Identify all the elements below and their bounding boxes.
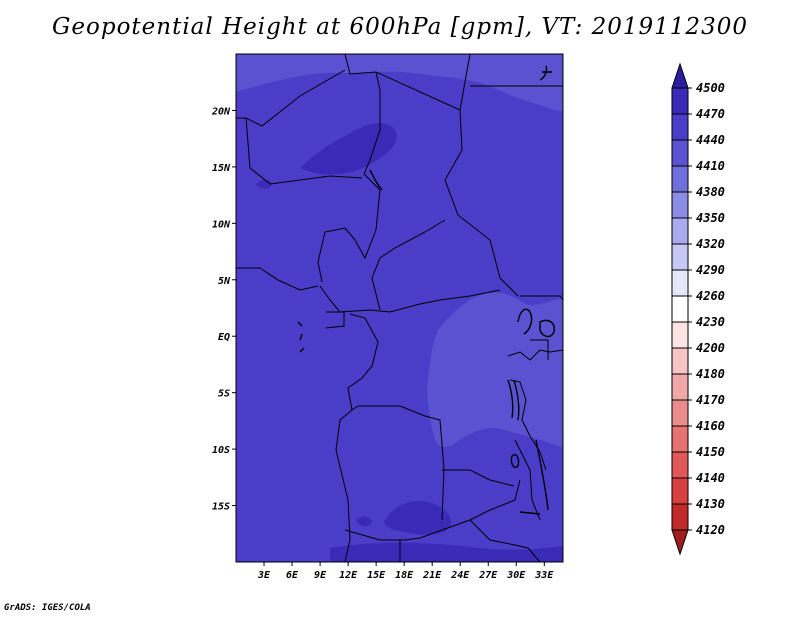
colorbar-segment — [671, 139, 689, 167]
colorbar-label: 4160 — [696, 419, 725, 433]
y-tick-label: 20N — [211, 106, 231, 117]
colorbar-label: 4410 — [696, 159, 725, 173]
colorbar-segment — [671, 321, 689, 349]
colorbar-label: 4150 — [696, 445, 725, 459]
colorbar-label: 4320 — [696, 237, 725, 251]
field-north-band — [236, 54, 563, 112]
colorbar-label: 4140 — [696, 471, 725, 485]
x-tick-label: 18E — [395, 570, 414, 581]
colorbar-segment — [671, 503, 689, 531]
x-tick-label: 9E — [314, 570, 327, 581]
y-tick-label: 10N — [212, 219, 231, 230]
field-south-edge — [330, 542, 563, 562]
x-tick-label: 3E — [257, 570, 271, 581]
colorbar-label: 4290 — [696, 263, 725, 277]
x-tick-label: 6E — [286, 570, 299, 581]
height-field — [236, 54, 563, 562]
colorbar-segment — [671, 399, 689, 427]
y-tick-label: EQ — [218, 332, 230, 343]
grads-credit: GrADS: IGES/COLA — [4, 603, 91, 613]
field-congo-low — [427, 292, 563, 448]
colorbar-segment — [671, 191, 689, 219]
field-west-patch — [356, 516, 372, 527]
colorbar-label: 4500 — [696, 81, 725, 95]
field-sahel-max — [300, 123, 397, 175]
colorbar-segment — [671, 243, 689, 271]
colorbar-label: 4180 — [696, 367, 725, 381]
colorbar-label: 4130 — [696, 497, 725, 511]
y-axis: 20N 15N 10N 5N EQ 5S 10S 15S — [211, 106, 236, 513]
page-title: Geopotential Height at 600hPa [gpm], VT:… — [52, 14, 748, 40]
colorbar-label: 4120 — [696, 523, 725, 537]
colorbar-label: 4200 — [696, 341, 725, 355]
lakes-coasts — [297, 65, 555, 515]
x-tick-label: 12E — [339, 570, 358, 581]
colorbar-label: 4170 — [696, 393, 725, 407]
field-sahel-patch — [256, 179, 272, 189]
colorbar-segment — [671, 113, 689, 141]
y-tick-label: 5S — [218, 389, 230, 400]
x-axis: 3E 6E 9E 12E 15E 18E 21E 24E 27E 30E 33E — [257, 562, 554, 581]
colorbar-label: 4260 — [696, 289, 725, 303]
colorbar-label: 4350 — [696, 211, 725, 225]
colorbar-segment — [671, 373, 689, 401]
colorbar-segment — [671, 425, 689, 453]
colorbar-segment — [671, 165, 689, 193]
x-tick-label: 24E — [450, 570, 470, 581]
x-tick-label: 21E — [422, 570, 442, 581]
colorbar-segment — [671, 477, 689, 505]
colorbar-segment — [671, 87, 689, 115]
colorbar-max-arrow — [671, 62, 689, 89]
x-tick-label: 15E — [367, 570, 386, 581]
colorbar-segment — [671, 269, 689, 297]
y-tick-label: 5N — [218, 276, 231, 287]
colorbar: 4120 4130 4140 4150 4160 4170 4180 4200 4230 4260… — [671, 62, 725, 556]
colorbar-label: 4380 — [696, 185, 725, 199]
field-south-max — [384, 500, 451, 535]
map-frame — [235, 53, 564, 563]
colorbar-segment — [671, 295, 689, 323]
colorbar-segment — [671, 347, 689, 375]
y-tick-label: 15S — [212, 502, 230, 513]
country-borders — [236, 54, 563, 562]
colorbar-label: 4440 — [696, 133, 725, 147]
colorbar-min-arrow — [671, 529, 689, 556]
x-tick-label: 27E — [478, 570, 498, 581]
y-tick-label: 15N — [212, 163, 231, 174]
y-tick-label: 10S — [212, 445, 230, 456]
colorbar-label: 4470 — [696, 107, 725, 121]
x-tick-label: 30E — [506, 570, 526, 581]
colorbar-segment — [671, 451, 689, 479]
x-tick-label: 33E — [534, 570, 554, 581]
colorbar-segment — [671, 217, 689, 245]
colorbar-label: 4230 — [696, 315, 725, 329]
